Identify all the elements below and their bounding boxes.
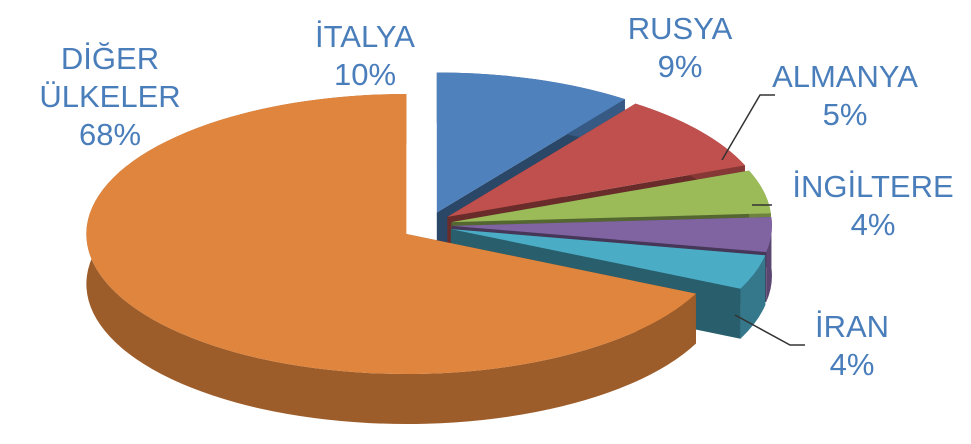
slice-value-label: 68% bbox=[78, 117, 142, 152]
pie-slice bbox=[450, 229, 766, 289]
pie-slice bbox=[451, 170, 771, 223]
slice-label: İRAN 4% bbox=[815, 308, 889, 384]
pie-slice bbox=[436, 72, 625, 213]
slice-name: İTALYA bbox=[315, 19, 415, 54]
slice-side bbox=[740, 255, 766, 339]
slice-name: İRAN bbox=[814, 309, 890, 344]
slice-value-label: 10% bbox=[333, 57, 397, 92]
slice-name: İNGİLTERE bbox=[792, 169, 954, 204]
slice-value-label: 4% bbox=[850, 207, 896, 242]
slice-value-label: 4% bbox=[829, 347, 875, 382]
pie-slice bbox=[86, 94, 696, 375]
pie-slice bbox=[451, 217, 772, 253]
slice-value-label: 9% bbox=[657, 49, 703, 84]
leader-line bbox=[721, 94, 775, 161]
slice-name: DİĞER ÜLKELER bbox=[39, 41, 181, 114]
slice-label: RUSYA 9% bbox=[628, 10, 733, 86]
slice-label: İNGİLTERE 4% bbox=[792, 168, 953, 244]
slice-label: İTALYA 10% bbox=[315, 18, 415, 94]
slice-label: ALMANYA 5% bbox=[772, 58, 918, 134]
pie-slice bbox=[447, 103, 745, 217]
slice-name: RUSYA bbox=[627, 11, 733, 46]
leader-line bbox=[734, 314, 805, 346]
tops bbox=[86, 72, 772, 375]
slice-side bbox=[766, 217, 772, 303]
slice-value-label: 5% bbox=[822, 97, 868, 132]
slice-label: DİĞER ÜLKELER 68% bbox=[15, 40, 205, 154]
slice-name: ALMANYA bbox=[772, 59, 918, 94]
